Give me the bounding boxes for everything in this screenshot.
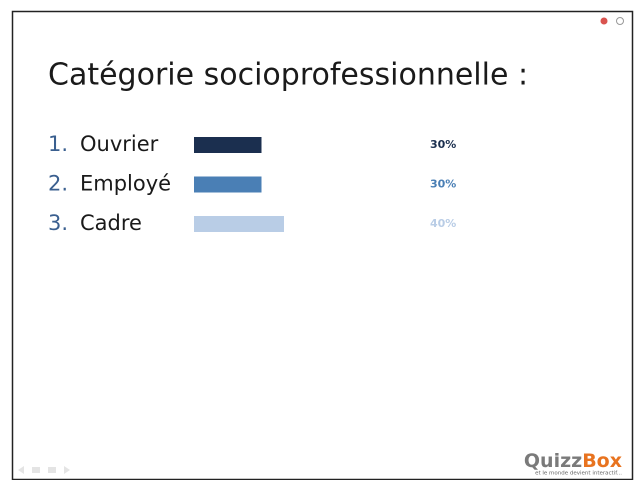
- pen-icon[interactable]: [32, 467, 40, 473]
- prev-icon[interactable]: [18, 466, 24, 474]
- value-label: 30%: [430, 178, 456, 191]
- logo-part: Quizz: [524, 450, 582, 472]
- bar: [194, 176, 262, 193]
- bar: [194, 137, 262, 153]
- category-label: Employé: [80, 172, 171, 196]
- logo: QuizzBox: [524, 450, 622, 472]
- menu-icon[interactable]: [48, 467, 56, 473]
- category-label: Cadre: [80, 211, 142, 235]
- value-label: 40%: [430, 217, 456, 230]
- logo-part: Box: [582, 450, 622, 472]
- list-marker: 2.: [48, 172, 68, 196]
- value-label: 30%: [430, 138, 456, 151]
- list-marker: 3.: [48, 211, 68, 235]
- options-icon[interactable]: [616, 17, 624, 25]
- list-marker: 1.: [48, 132, 68, 156]
- next-icon[interactable]: [64, 466, 70, 474]
- nav-icons[interactable]: [18, 466, 70, 474]
- window-controls[interactable]: [600, 17, 624, 25]
- category-label: Ouvrier: [80, 132, 159, 156]
- slide-title: Catégorie socioprofessionnelle :: [48, 58, 528, 93]
- close-icon[interactable]: [600, 17, 608, 25]
- bar: [194, 216, 284, 232]
- logo-tagline: et le monde devient interactif...: [535, 471, 622, 477]
